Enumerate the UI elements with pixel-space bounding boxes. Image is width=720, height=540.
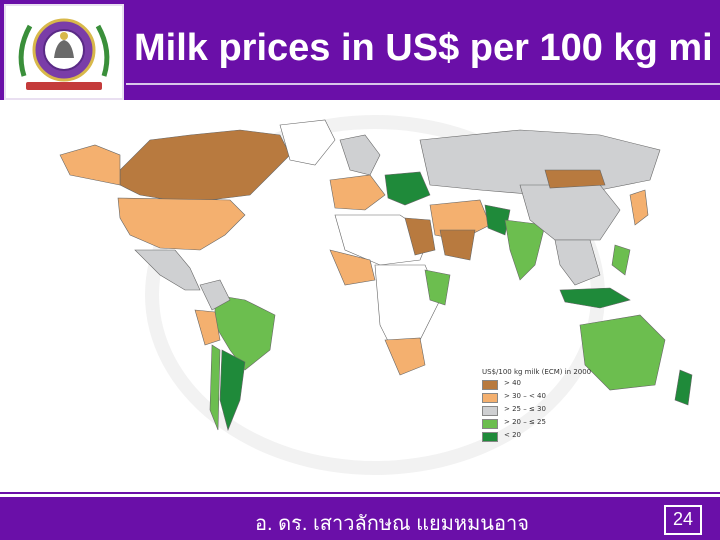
region-saudi <box>439 229 476 261</box>
legend-swatch <box>482 419 498 429</box>
region-alaska <box>59 144 121 186</box>
region-new-zealand <box>674 369 693 406</box>
region-australia <box>579 314 666 391</box>
region-chile <box>209 344 221 431</box>
world-map <box>0 100 720 490</box>
region-canada <box>119 129 291 201</box>
region-japan <box>629 189 649 226</box>
page-number: 24 <box>672 509 694 529</box>
world-map-svg <box>59 119 693 431</box>
legend-label: > 20 – ≤ 25 <box>504 418 546 426</box>
legend-item: > 30 – < 40 <box>482 392 592 403</box>
region-pakistan <box>484 204 511 236</box>
region-indonesia <box>559 287 631 309</box>
legend-item: > 40 <box>482 379 592 390</box>
region-north-africa <box>334 214 431 266</box>
header-rule <box>126 83 720 85</box>
legend-item: > 20 – ≤ 25 <box>482 418 592 429</box>
region-philippines <box>611 244 631 276</box>
legend-swatch <box>482 380 498 390</box>
region-greenland <box>279 119 336 166</box>
legend-swatch <box>482 393 498 403</box>
legend-title: US$/100 kg milk (ECM) in 2000 <box>482 368 592 376</box>
university-logo <box>4 4 124 100</box>
page-number-box: 24 <box>664 505 702 535</box>
map-legend: US$/100 kg milk (ECM) in 2000 > 40 > 30 … <box>470 360 610 450</box>
region-west-africa <box>329 249 376 286</box>
slide-footer <box>0 497 720 540</box>
legend-item: < 20 <box>482 431 592 442</box>
region-peru <box>194 309 221 346</box>
region-egypt <box>404 217 436 256</box>
region-east-africa <box>424 269 451 306</box>
region-western-europe <box>329 174 386 211</box>
region-colombia <box>199 279 231 311</box>
region-southern-africa <box>384 337 426 376</box>
author-name: อ. ดร. เสาวลักษณ แยมหมนอาจ <box>255 513 529 535</box>
region-mexico <box>134 249 201 291</box>
region-scandinavia <box>339 134 381 176</box>
region-se-asia <box>554 239 601 286</box>
region-india <box>504 219 546 281</box>
legend-label: > 25 – ≤ 30 <box>504 405 546 413</box>
region-mongolia <box>544 169 606 189</box>
region-eastern-europe <box>384 171 431 206</box>
footer-rule <box>0 492 720 494</box>
region-argentina <box>219 349 246 431</box>
seal-icon <box>6 6 122 98</box>
legend-label: > 30 – < 40 <box>504 392 546 400</box>
slide-title: Milk prices in US$ per 100 kg milk ECM <box>134 27 714 69</box>
slide-header: Milk prices in US$ per 100 kg milk ECM <box>0 0 720 100</box>
legend-item: > 25 – ≤ 30 <box>482 405 592 416</box>
region-usa <box>117 197 246 251</box>
legend-label: > 40 <box>504 379 521 387</box>
legend-label: < 20 <box>504 431 521 439</box>
legend-swatch <box>482 432 498 442</box>
legend-swatch <box>482 406 498 416</box>
